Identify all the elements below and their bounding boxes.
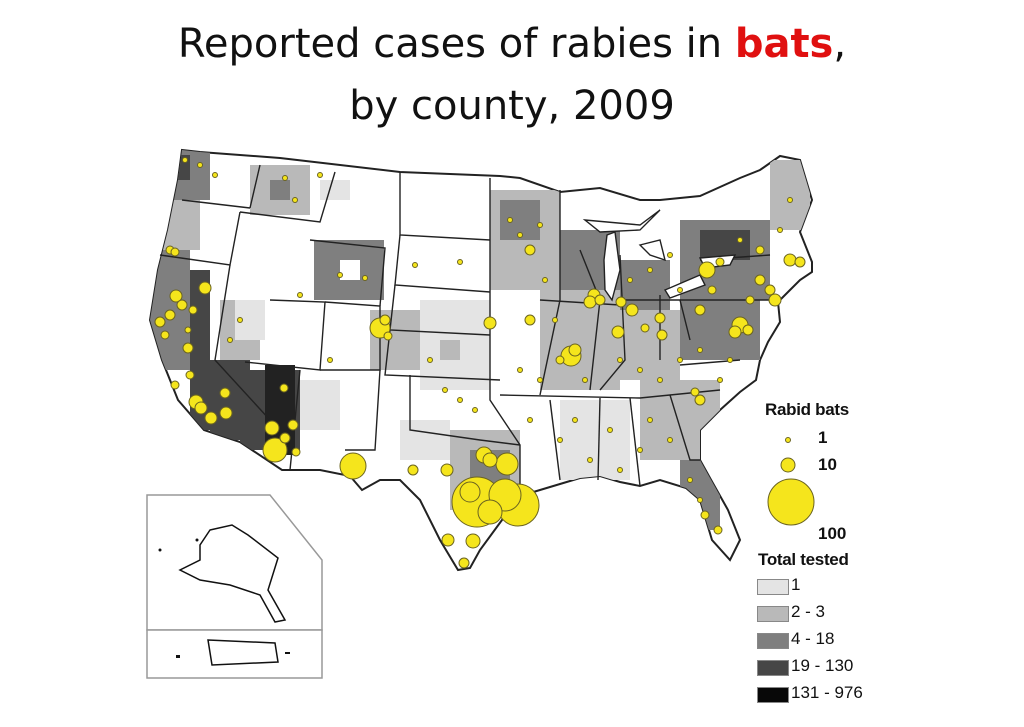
rabid-bat-circles xyxy=(154,244,806,569)
map-title-line2: by county, 2009 xyxy=(349,83,675,129)
circle-10-symbol xyxy=(780,457,796,473)
circle-100-symbol xyxy=(767,478,815,526)
puerto-rico-outline xyxy=(207,639,279,666)
total-tested-legend-131-976: 131 - 976 xyxy=(791,683,863,702)
swatch-1 xyxy=(757,579,789,595)
total-tested-legend-19-130: 19 - 130 xyxy=(791,656,854,675)
great-lakes xyxy=(582,209,737,302)
title-comma: , xyxy=(833,21,847,67)
rabid-bats-legend-100: 100 xyxy=(818,524,847,543)
title-highlight-bats: bats xyxy=(734,21,834,67)
total-tested-legend-title: Total tested xyxy=(758,550,849,569)
rabid-bats-legend-title: Rabid bats xyxy=(765,400,849,419)
map-title-line1: Reported cases of rabies in bats, xyxy=(0,20,1024,68)
alaska-inset xyxy=(146,494,323,631)
rabid-bats-legend-10: 10 xyxy=(818,455,837,474)
alaska-outline xyxy=(178,524,287,623)
swatch-2-3 xyxy=(757,606,789,622)
swatch-4-18 xyxy=(757,633,789,649)
circle-1-symbol xyxy=(785,437,791,443)
swatch-19-130 xyxy=(757,660,789,676)
rabid-bat-small-dots xyxy=(182,157,793,503)
swatch-131-976 xyxy=(757,687,789,703)
rabid-bats-legend-symbols xyxy=(767,437,815,526)
total-tested-legend-1: 1 xyxy=(791,575,801,594)
title-text: Reported cases of rabies in xyxy=(177,21,735,67)
total-tested-legend-4-18: 4 - 18 xyxy=(791,629,835,648)
rabid-bats-legend-1: 1 xyxy=(818,428,828,447)
total-tested-legend-2-3: 2 - 3 xyxy=(791,602,826,621)
puerto-rico-inset xyxy=(146,629,323,679)
